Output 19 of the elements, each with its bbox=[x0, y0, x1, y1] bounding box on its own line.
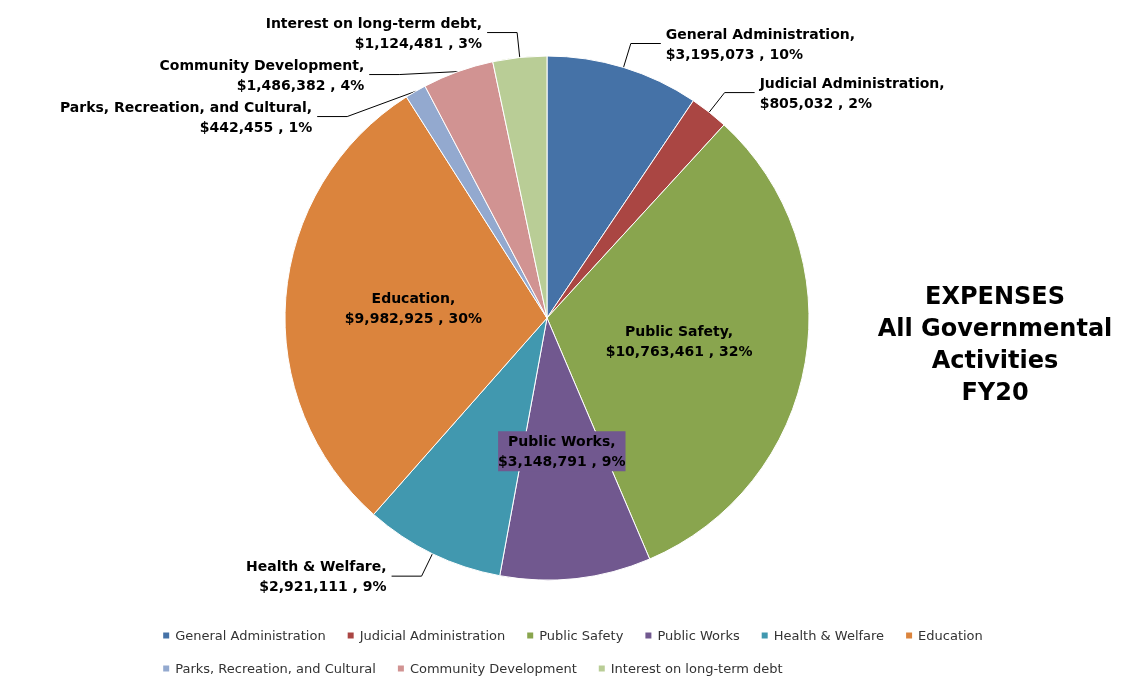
data-label: Public Safety, $10,763,461 , 32% bbox=[605, 322, 753, 359]
data-label: Education, $9,982,925 , 30% bbox=[344, 289, 482, 326]
data-label: General Administration, $3,195,073 , 10% bbox=[665, 25, 856, 62]
text: EXPENSES All Governmental Activities FY20 bbox=[877, 282, 1113, 406]
legend-label: Public Safety bbox=[539, 628, 624, 643]
data-label: Judicial Administration, $805,032 , 2% bbox=[758, 74, 945, 111]
data-label: Parks, Recreation, and Cultural, $442,455 , 1% bbox=[59, 98, 313, 135]
data-label: Health & Welfare, $2,921,111 , 9% bbox=[246, 558, 387, 595]
data-label: Community Development, $1,486,382 , 4% bbox=[159, 56, 365, 93]
data-label: Public Works, $3,148,791 , 9% bbox=[498, 433, 626, 470]
legend-label: Parks, Recreation, and Cultural bbox=[175, 661, 376, 676]
legend-label: Education bbox=[918, 628, 983, 643]
legend-label: Health & Welfare bbox=[773, 628, 885, 643]
data-label: Interest on long-term debt, $1,124,481 , 3% bbox=[265, 14, 483, 51]
legend-label: Interest on long-term debt bbox=[610, 661, 783, 676]
legend-label: Community Development bbox=[409, 661, 577, 676]
legend-label: Judicial Administration bbox=[358, 628, 506, 643]
legend-label: General Administration bbox=[175, 628, 326, 643]
legend-label: Public Works bbox=[657, 628, 740, 643]
